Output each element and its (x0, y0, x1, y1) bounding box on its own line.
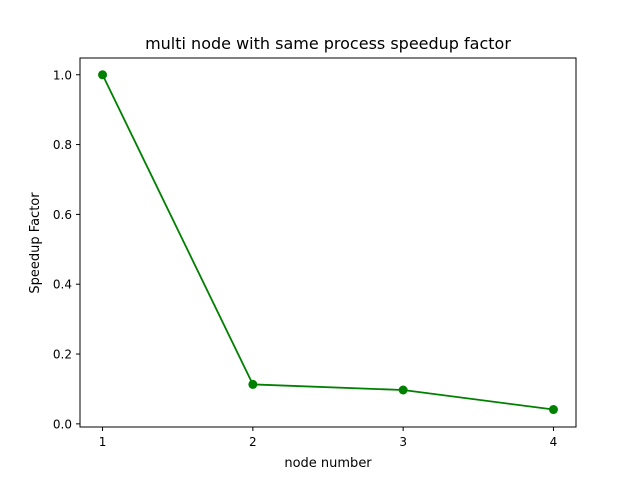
y-tick-label: 0.8 (53, 138, 72, 152)
data-point (548, 405, 558, 415)
y-axis-ticks: 0.0 0.2 0.4 0.6 0.8 1.0 (53, 68, 80, 431)
y-axis-label: Speedup Factor (28, 192, 43, 294)
x-tick-label: 4 (550, 435, 558, 449)
x-tick-label: 1 (99, 435, 107, 449)
data-point (248, 379, 258, 389)
y-tick-label: 0.2 (53, 348, 72, 362)
y-tick-label: 0.0 (53, 417, 72, 431)
y-tick-label: 1.0 (53, 68, 72, 82)
x-axis-ticks: 1 2 3 4 (99, 427, 558, 449)
chart-title: multi node with same process speedup fac… (145, 34, 511, 53)
x-axis-label: node number (284, 456, 372, 471)
data-point (98, 70, 108, 80)
x-tick-label: 3 (399, 435, 407, 449)
series-line (101, 74, 554, 411)
plot-frame (79, 57, 577, 428)
series-layer (98, 70, 558, 415)
data-point (398, 385, 408, 395)
y-tick-label: 0.6 (53, 208, 72, 222)
x-tick-label: 2 (249, 435, 257, 449)
y-tick-label: 0.4 (53, 278, 72, 292)
